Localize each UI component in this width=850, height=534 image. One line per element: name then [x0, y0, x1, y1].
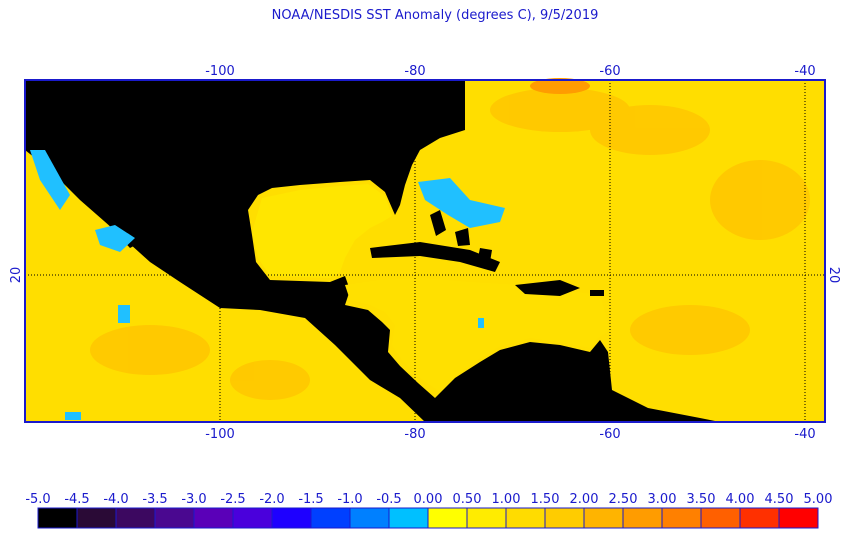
colorbar-label: 2.00	[570, 492, 599, 507]
map-frame	[24, 79, 826, 423]
colorbar-swatch	[76, 507, 117, 529]
colorbar: -5.0 -4.5 -4.0 -3.5 -3.0 -2.5 -2.0 -1.5 -1.0 -0.5…	[25, 492, 833, 529]
colorbar-label: -4.5	[64, 492, 89, 507]
baja-california	[72, 180, 145, 248]
lon-label-bottom: -40	[794, 427, 815, 442]
caribbean	[345, 278, 610, 392]
colorbar-swatch	[505, 507, 546, 529]
colorbar-label: 1.00	[492, 492, 521, 507]
colorbar-label: 4.50	[765, 492, 794, 507]
colorbar-swatch	[271, 507, 312, 529]
bahamas	[430, 210, 492, 262]
colorbar-swatch	[310, 507, 351, 529]
colorbar-swatch	[37, 507, 78, 529]
colorbar-swatch	[544, 507, 585, 529]
colorbar-label: -3.0	[181, 492, 206, 507]
colorbar-label: 2.50	[609, 492, 638, 507]
lon-label-top: -80	[404, 64, 425, 79]
graticule	[25, 80, 825, 422]
lon-label-bottom: -60	[599, 427, 620, 442]
cold-patches	[30, 150, 505, 420]
lat-label-right: 20	[826, 267, 841, 284]
colorbar-label: -2.5	[220, 492, 245, 507]
colorbar-swatch	[193, 507, 234, 529]
colorbar-swatch	[739, 507, 780, 529]
colorbar-swatch	[115, 507, 156, 529]
colorbar-swatch	[388, 507, 429, 529]
lon-label-top: -100	[205, 64, 235, 79]
colorbar-label: -3.5	[142, 492, 167, 507]
lon-label-bottom: -100	[205, 427, 235, 442]
colorbar-label: -4.0	[103, 492, 128, 507]
lat-label-left: 20	[9, 267, 24, 284]
colorbar-label: 3.50	[687, 492, 716, 507]
hispaniola	[515, 280, 580, 296]
colorbar-swatch	[778, 507, 819, 529]
cuba	[370, 242, 500, 272]
colorbar-label: 0.00	[414, 492, 443, 507]
colorbar-label: 1.50	[531, 492, 560, 507]
lon-label-top: -60	[599, 64, 620, 79]
hot-patch	[530, 78, 590, 94]
colorbar-swatch	[622, 507, 663, 529]
gulf-of-mexico	[252, 184, 392, 278]
colorbar-swatch	[349, 507, 390, 529]
colorbar-label: -1.5	[298, 492, 323, 507]
colorbar-swatch	[232, 507, 273, 529]
colorbar-label: 5.00	[804, 492, 833, 507]
colorbar-swatch	[661, 507, 702, 529]
land	[25, 80, 720, 422]
lon-label-bottom: -80	[404, 427, 425, 442]
colorbar-swatch	[466, 507, 507, 529]
colorbar-label: 0.50	[453, 492, 482, 507]
puerto-rico	[590, 290, 604, 296]
colorbar-swatch	[583, 507, 624, 529]
colorbar-label: -2.0	[259, 492, 284, 507]
colorbar-swatch	[154, 507, 195, 529]
warm-patches	[90, 88, 810, 400]
colorbar-label: -0.5	[376, 492, 401, 507]
title: NOAA/NESDIS SST Anomaly (degrees C), 9/5…	[272, 8, 599, 23]
lon-label-top: -40	[794, 64, 815, 79]
colorbar-label: 3.00	[648, 492, 677, 507]
colorbar-swatch	[427, 507, 468, 529]
colorbar-label: 4.00	[726, 492, 755, 507]
colorbar-label: -1.0	[337, 492, 362, 507]
colorbar-label: -5.0	[25, 492, 50, 507]
colorbar-swatch	[700, 507, 741, 529]
